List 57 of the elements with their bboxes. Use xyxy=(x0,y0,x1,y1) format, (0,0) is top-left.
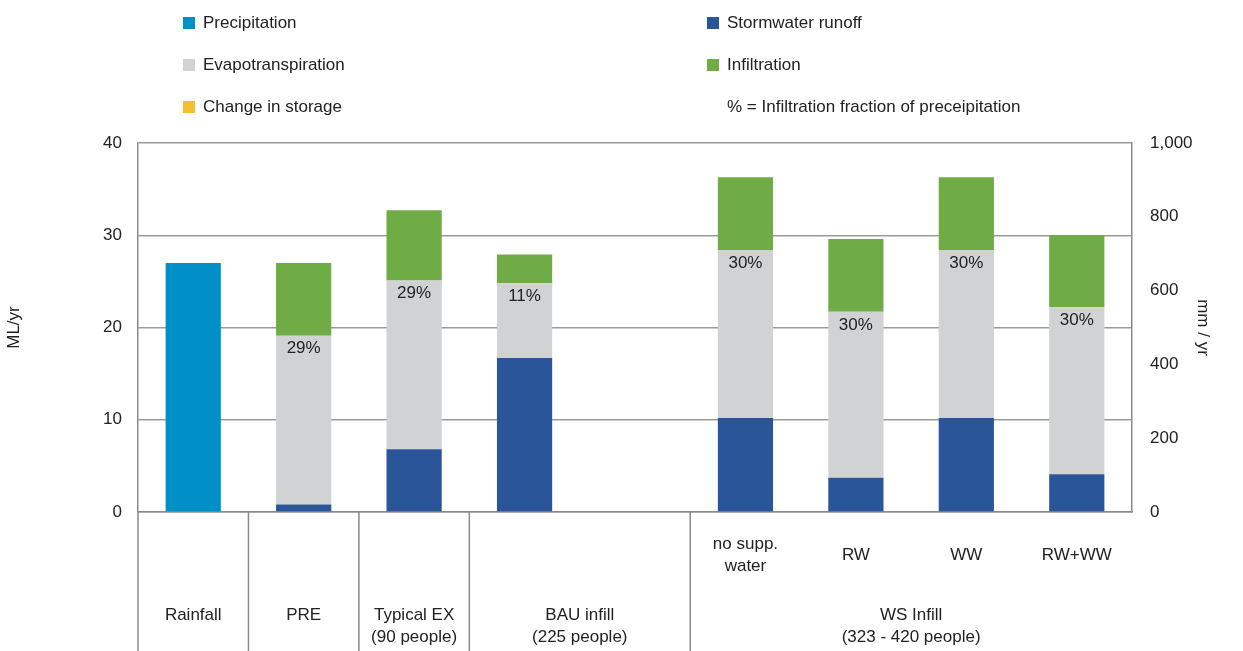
bar xyxy=(276,262,332,336)
annotation: 29% xyxy=(286,338,321,358)
y2-tick-label: 600 xyxy=(1150,280,1179,300)
annotation: 30% xyxy=(838,314,873,334)
legend-label: Evapotranspiration xyxy=(202,54,346,76)
bar xyxy=(496,254,553,284)
text: Typical EX (90 people) xyxy=(371,604,458,646)
bar xyxy=(938,250,994,418)
bar xyxy=(1049,307,1105,475)
bar xyxy=(717,417,774,512)
annotation: 30% xyxy=(728,252,763,272)
annotation: 29% xyxy=(397,283,432,303)
bar xyxy=(1049,474,1105,512)
y-tick-label: 40 xyxy=(103,132,122,152)
bar xyxy=(276,335,332,505)
y2-tick-label: 200 xyxy=(1150,427,1179,447)
legend-label: Infiltration xyxy=(726,54,802,76)
bar xyxy=(828,238,884,312)
bar xyxy=(386,210,442,281)
y-tick-label: 20 xyxy=(103,317,122,337)
text: WS Infill (323 - 420 people) xyxy=(841,604,981,646)
legend-label: Change in storage xyxy=(202,96,343,118)
x-tick-label: RW+WW xyxy=(1041,544,1112,564)
y2-tick-label: 0 xyxy=(1150,501,1160,521)
y2-tick-label: 1,000 xyxy=(1150,132,1193,152)
bar xyxy=(386,449,442,512)
y2-tick-label: 800 xyxy=(1150,206,1179,226)
y2-axis-title: mm / yr xyxy=(1194,299,1214,357)
y-tick-label: 10 xyxy=(103,409,122,429)
bar xyxy=(717,250,774,418)
bar xyxy=(828,311,884,478)
bar xyxy=(496,283,553,358)
y-axis-title: ML/yr xyxy=(3,305,23,349)
text: Rainfall xyxy=(164,604,222,624)
x-tick-label: WW xyxy=(950,544,983,564)
bar xyxy=(496,357,553,512)
bar xyxy=(276,504,332,512)
y2-tick-label: 400 xyxy=(1150,354,1179,374)
bar xyxy=(1049,235,1105,308)
y-tick-label: 0 xyxy=(112,501,122,521)
text: % = Infiltration fraction of preceipitation xyxy=(726,96,1022,118)
annotation: 11% xyxy=(508,285,541,305)
legend-label: Stormwater runoff xyxy=(726,12,863,34)
annotation: 30% xyxy=(949,252,984,272)
y-tick-label: 30 xyxy=(103,224,122,244)
bar xyxy=(717,177,774,251)
bar xyxy=(165,262,221,512)
annotation: 30% xyxy=(1059,309,1094,329)
bar xyxy=(386,280,442,450)
legend-label: Precipitation xyxy=(202,12,298,34)
bar xyxy=(828,477,884,512)
x-tick-label: no supp. water xyxy=(712,533,779,575)
text: BAU infill (225 people) xyxy=(532,604,628,646)
x-tick-label: RW xyxy=(841,544,870,564)
text: PRE xyxy=(286,604,322,624)
bar xyxy=(938,177,994,251)
bar xyxy=(938,417,994,512)
